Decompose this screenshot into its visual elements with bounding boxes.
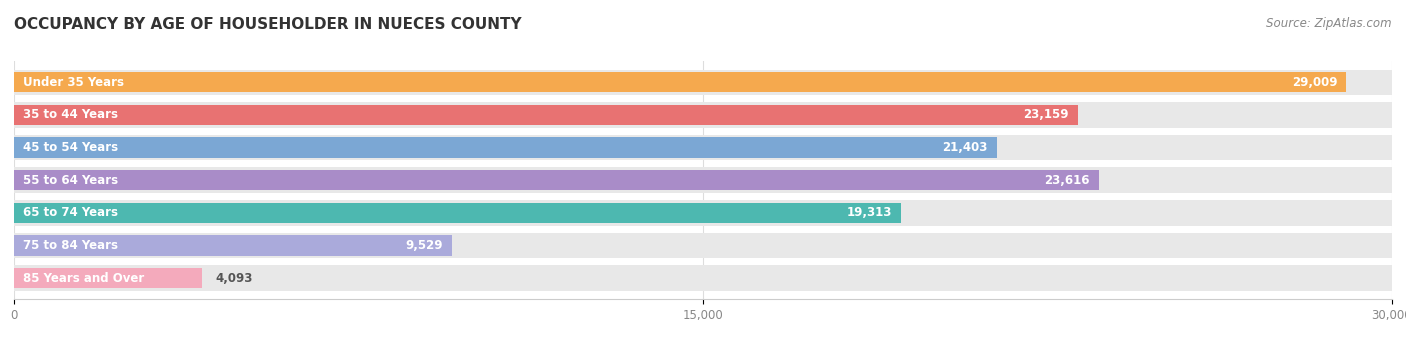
Bar <box>14 168 1392 193</box>
Text: OCCUPANCY BY AGE OF HOUSEHOLDER IN NUECES COUNTY: OCCUPANCY BY AGE OF HOUSEHOLDER IN NUECE… <box>14 17 522 32</box>
Text: Source: ZipAtlas.com: Source: ZipAtlas.com <box>1267 17 1392 30</box>
Bar <box>14 170 1098 190</box>
Bar <box>14 70 1392 95</box>
Text: 4,093: 4,093 <box>217 272 253 285</box>
Text: 21,403: 21,403 <box>942 141 988 154</box>
Text: 35 to 44 Years: 35 to 44 Years <box>24 108 118 121</box>
Bar <box>14 105 1078 125</box>
Text: 85 Years and Over: 85 Years and Over <box>24 272 145 285</box>
Text: 23,616: 23,616 <box>1045 174 1090 187</box>
Text: 55 to 64 Years: 55 to 64 Years <box>24 174 118 187</box>
Text: 19,313: 19,313 <box>846 206 891 219</box>
Text: 65 to 74 Years: 65 to 74 Years <box>24 206 118 219</box>
Text: 29,009: 29,009 <box>1292 76 1337 89</box>
Text: 9,529: 9,529 <box>405 239 443 252</box>
Bar <box>14 203 901 223</box>
Bar <box>14 265 1392 291</box>
Text: Under 35 Years: Under 35 Years <box>24 76 124 89</box>
Bar <box>14 235 451 256</box>
Bar <box>14 200 1392 225</box>
Text: 45 to 54 Years: 45 to 54 Years <box>24 141 118 154</box>
Bar <box>14 233 1392 258</box>
Bar <box>14 102 1392 128</box>
Text: 75 to 84 Years: 75 to 84 Years <box>24 239 118 252</box>
Text: 23,159: 23,159 <box>1024 108 1069 121</box>
Bar <box>14 135 1392 160</box>
Bar <box>14 72 1347 92</box>
Bar <box>14 137 997 158</box>
Bar <box>14 268 202 288</box>
